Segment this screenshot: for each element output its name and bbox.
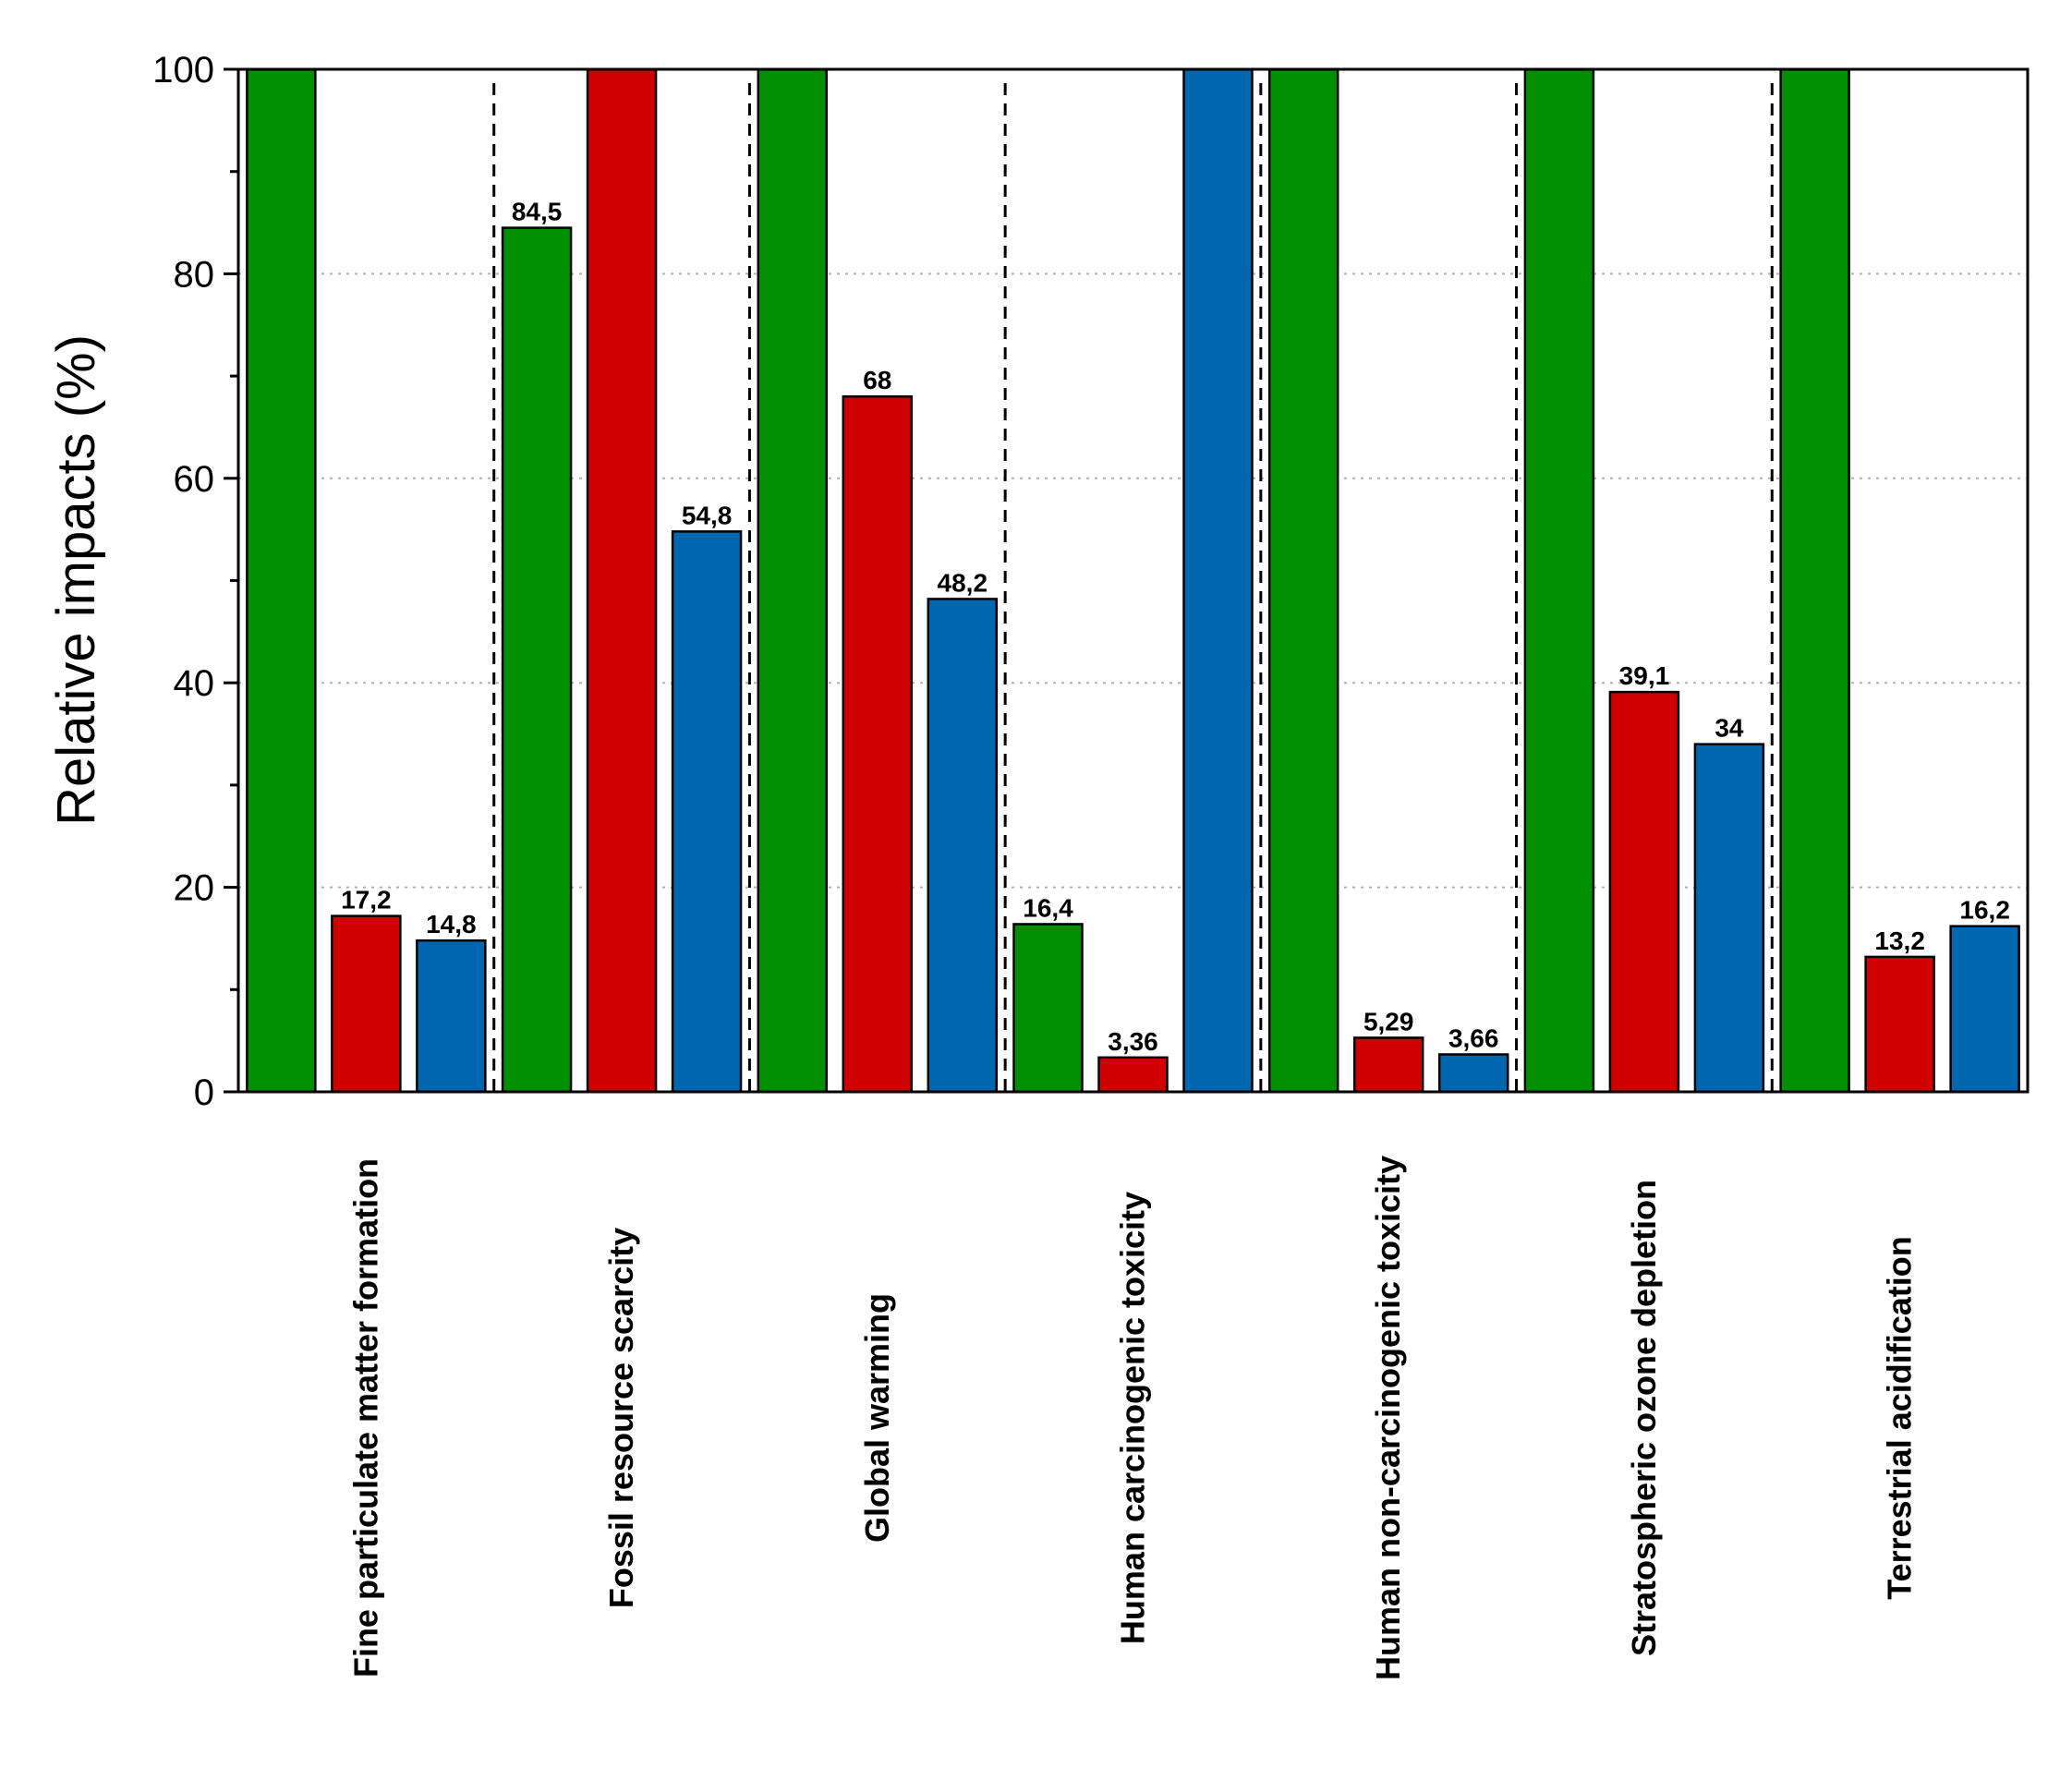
bar-green-5: [1267, 67, 1339, 1094]
bar-green-1: [246, 67, 317, 1094]
category-label: Human non-carcinogenic toxicity: [1369, 1156, 1407, 1680]
category-dividers: [492, 83, 1774, 1092]
data-label: 3,66: [1448, 1023, 1499, 1052]
bar-blue-3: [927, 598, 999, 1094]
data-label: 16,4: [1023, 893, 1073, 922]
data-label: 14,8: [426, 910, 477, 938]
y-tick-label: 80: [174, 254, 215, 295]
data-label: 54,8: [682, 501, 733, 529]
bar-blue-5: [1437, 1053, 1509, 1094]
bar-red-3: [842, 394, 914, 1094]
y-tick-label: 0: [194, 1072, 214, 1113]
bar-blue-4: [1182, 67, 1254, 1094]
data-label: 34: [1715, 714, 1744, 743]
bar-blue-7: [1949, 925, 2020, 1094]
category-label: Fine particulate matter formation: [346, 1158, 384, 1677]
category-label: Terrestrial acidification: [1881, 1236, 1919, 1599]
bar-red-2: [586, 67, 658, 1094]
data-label: 5,29: [1363, 1007, 1414, 1035]
bar-red-5: [1352, 1036, 1424, 1094]
category-labels: Fine particulate matter formation Fossil …: [346, 1156, 1918, 1680]
data-label: 16,2: [1959, 896, 2010, 925]
data-label: 3,36: [1108, 1027, 1158, 1056]
bars: [246, 67, 2020, 1094]
data-label: 48,2: [938, 568, 988, 597]
bar-green-6: [1523, 67, 1595, 1094]
y-axis-title: Relative impacts (%): [46, 334, 106, 826]
y-tick-label: 20: [174, 868, 215, 909]
category-label: Global warming: [858, 1293, 896, 1543]
bar-green-3: [757, 67, 829, 1094]
data-label: 13,2: [1874, 926, 1925, 955]
bar-red-4: [1097, 1056, 1169, 1094]
data-label: 39,1: [1619, 661, 1670, 690]
category-label: Human carcinogenic toxicity: [1114, 1192, 1152, 1644]
data-label: 17,2: [341, 886, 392, 914]
data-label: 84,5: [512, 198, 563, 226]
y-tick-label: 60: [174, 459, 215, 500]
bar-blue-6: [1693, 743, 1765, 1094]
bar-green-4: [1012, 923, 1084, 1094]
y-tick-label: 100: [152, 50, 214, 91]
bar-blue-2: [671, 530, 743, 1094]
category-label: Fossil resource scarcity: [602, 1228, 640, 1608]
data-label: 68: [863, 366, 891, 394]
category-label: Stratospheric ozone depletion: [1625, 1180, 1663, 1656]
bar-red-1: [331, 914, 402, 1094]
bar-red-7: [1864, 955, 1935, 1094]
y-tick-label: 40: [174, 663, 215, 704]
bar-blue-1: [416, 938, 487, 1094]
bar-green-2: [501, 226, 573, 1094]
bar-green-7: [1779, 67, 1850, 1094]
y-axis: 0 20 40 60 80 100: [152, 50, 238, 1113]
bar-red-6: [1608, 690, 1680, 1094]
data-labels: 17,2 14,8 84,5 54,8 68 48,2 16,4 3,36 5,29 3,66 39…: [341, 198, 2010, 1056]
